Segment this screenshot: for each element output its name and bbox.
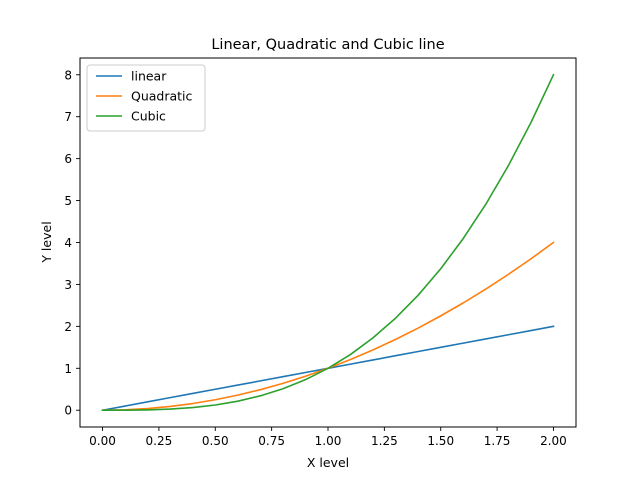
y-tick-label: 1: [64, 362, 72, 376]
x-tick-label: 1.50: [427, 434, 454, 448]
y-tick-label: 0: [64, 404, 72, 418]
y-tick-label: 5: [64, 194, 72, 208]
legend-label-linear: linear: [131, 69, 167, 84]
series-layer: [101, 73, 555, 412]
x-tick-label: 2.00: [540, 434, 567, 448]
y-tick-label: 4: [64, 236, 72, 250]
x-tick-label: 0.25: [146, 434, 173, 448]
x-tick-label: 1.25: [371, 434, 398, 448]
y-axis-label: Y level: [39, 221, 54, 263]
chart-title: Linear, Quadratic and Cubic line: [211, 37, 444, 53]
x-axis-label: X level: [307, 455, 349, 470]
x-tick-label: 0.00: [89, 434, 116, 448]
y-tick-label: 7: [64, 110, 72, 124]
y-tick-label: 2: [64, 320, 72, 334]
y-tick-label: 6: [64, 152, 72, 166]
legend-label-cubic: Cubic: [131, 109, 166, 124]
y-tick-label: 8: [64, 68, 72, 82]
legend: linear Quadratic Cubic: [86, 64, 206, 132]
x-tick-label: 0.50: [202, 434, 229, 448]
x-tick-label: 1.75: [484, 434, 511, 448]
y-tick-label: 3: [64, 278, 72, 292]
legend-items: linear Quadratic Cubic: [96, 69, 193, 124]
legend-label-quadratic: Quadratic: [131, 89, 193, 104]
series-line-cubic: [101, 73, 555, 412]
x-tick-label: 1.00: [315, 434, 342, 448]
x-axis-ticks: 0.00 0.25 0.50 0.75 1.00 1.25 1.50 1.75 2.00: [89, 427, 567, 448]
x-tick-label: 0.75: [258, 434, 285, 448]
y-axis-ticks: 0 1 2 3 4 5 6 7 8: [64, 68, 80, 418]
legend-box: [86, 64, 206, 132]
